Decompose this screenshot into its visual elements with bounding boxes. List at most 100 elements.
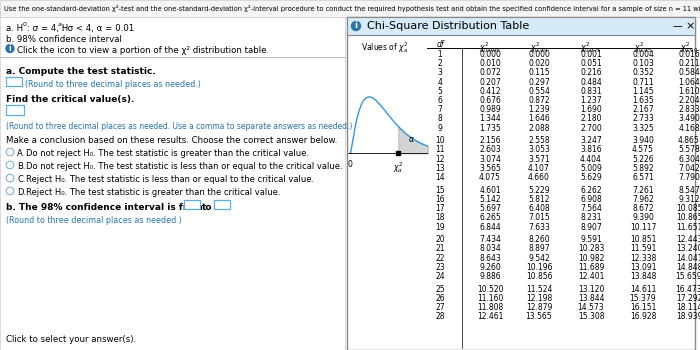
Text: 9.886: 9.886 <box>480 272 500 281</box>
Text: Use the one-standard-deviation χ²-test and the one-standard-deviation χ²-interva: Use the one-standard-deviation χ²-test a… <box>4 5 700 12</box>
Text: 22: 22 <box>435 254 444 263</box>
Text: 0.989: 0.989 <box>479 105 501 114</box>
Text: $\chi^2_\alpha$: $\chi^2_\alpha$ <box>393 160 403 175</box>
Text: 0.831: 0.831 <box>580 87 602 96</box>
Text: Chi-Square Distribution Table: Chi-Square Distribution Table <box>367 21 529 31</box>
Text: $\chi^2_{0.90}$: $\chi^2_{0.90}$ <box>680 40 698 55</box>
Circle shape <box>6 187 14 195</box>
Text: 5.812: 5.812 <box>528 195 550 204</box>
Text: 2.204: 2.204 <box>678 96 700 105</box>
Text: 18.114: 18.114 <box>676 303 700 312</box>
Text: 10.196: 10.196 <box>526 263 552 272</box>
Text: B.: B. <box>17 162 25 171</box>
Text: 9.312: 9.312 <box>678 195 700 204</box>
Text: 16: 16 <box>435 195 444 204</box>
Text: Make a conclusion based on these results. Choose the correct answer below.: Make a conclusion based on these results… <box>6 136 337 145</box>
Text: 3.940: 3.940 <box>632 136 654 145</box>
Text: 0.584: 0.584 <box>678 68 700 77</box>
Text: 8.547: 8.547 <box>678 186 700 195</box>
Text: 1.735: 1.735 <box>479 124 501 133</box>
Text: 10.856: 10.856 <box>526 272 552 281</box>
Text: 14.848: 14.848 <box>676 263 700 272</box>
Text: 9: 9 <box>438 124 442 133</box>
Text: 2.833: 2.833 <box>678 105 700 114</box>
Text: 2.558: 2.558 <box>528 136 550 145</box>
Text: 6.304: 6.304 <box>678 155 700 164</box>
Text: $\chi^2_{0.995}$: $\chi^2_{0.995}$ <box>480 40 500 55</box>
Text: 3.816: 3.816 <box>580 146 602 154</box>
Text: 13.848: 13.848 <box>630 272 656 281</box>
Text: 13.240: 13.240 <box>676 245 700 253</box>
Text: 4.865: 4.865 <box>678 136 700 145</box>
Text: : σ = 4, H: : σ = 4, H <box>27 24 69 33</box>
Text: 0.207: 0.207 <box>479 78 501 86</box>
Text: 7.633: 7.633 <box>528 223 550 232</box>
Text: 10.982: 10.982 <box>578 254 604 263</box>
Text: 9.542: 9.542 <box>528 254 550 263</box>
Bar <box>214 200 230 209</box>
Text: 0.000: 0.000 <box>479 50 501 59</box>
Text: to: to <box>202 203 213 212</box>
Text: 5.142: 5.142 <box>480 195 500 204</box>
Text: Reject H₀. The test statistic is less than or equal to the critical value.: Reject H₀. The test statistic is less th… <box>26 175 314 184</box>
Text: 5: 5 <box>438 87 442 96</box>
Bar <box>347 17 695 350</box>
Text: 0.711: 0.711 <box>632 78 654 86</box>
Text: Values of $\chi^2_a$: Values of $\chi^2_a$ <box>361 40 409 55</box>
Text: 2.167: 2.167 <box>632 105 654 114</box>
Text: 5.229: 5.229 <box>528 186 550 195</box>
Text: i: i <box>354 21 358 30</box>
Text: 2.603: 2.603 <box>479 146 501 154</box>
Text: 8.897: 8.897 <box>528 245 550 253</box>
Text: 6.408: 6.408 <box>528 204 550 213</box>
Text: 15.308: 15.308 <box>578 313 604 321</box>
Text: $\alpha$: $\alpha$ <box>407 135 414 144</box>
Text: 0.211: 0.211 <box>678 59 700 68</box>
Text: 1.239: 1.239 <box>528 105 550 114</box>
Text: 0.115: 0.115 <box>528 68 550 77</box>
Text: 0.072: 0.072 <box>479 68 501 77</box>
Text: 27: 27 <box>435 303 444 312</box>
Text: C.: C. <box>17 175 25 184</box>
Text: 0.000: 0.000 <box>528 50 550 59</box>
Text: 7.790: 7.790 <box>678 173 700 182</box>
Text: 26: 26 <box>435 294 444 303</box>
Text: 2.733: 2.733 <box>632 114 654 124</box>
Circle shape <box>6 174 14 182</box>
Text: 5.629: 5.629 <box>580 173 602 182</box>
Text: 15.659: 15.659 <box>676 272 700 281</box>
Bar <box>6 77 22 86</box>
Text: 20: 20 <box>435 235 444 244</box>
Text: 9.260: 9.260 <box>479 263 501 272</box>
Text: Click to select your answer(s).: Click to select your answer(s). <box>6 335 136 344</box>
Text: 0.020: 0.020 <box>528 59 550 68</box>
Text: 13.565: 13.565 <box>526 313 552 321</box>
Text: 12: 12 <box>435 155 444 164</box>
Text: 7.962: 7.962 <box>632 195 654 204</box>
Text: 11.160: 11.160 <box>477 294 503 303</box>
Text: 1: 1 <box>438 50 442 59</box>
Text: : σ < 4, α = 0.01: : σ < 4, α = 0.01 <box>62 24 134 33</box>
Bar <box>0 17 345 350</box>
Text: 23: 23 <box>435 263 444 272</box>
Text: 0.872: 0.872 <box>528 96 550 105</box>
Text: $\chi^2_{0.99}$: $\chi^2_{0.99}$ <box>530 40 548 55</box>
Text: 3: 3 <box>438 68 442 77</box>
Text: 1.145: 1.145 <box>632 87 654 96</box>
Bar <box>0 0 700 17</box>
Text: a. Compute the test statistic.: a. Compute the test statistic. <box>6 67 155 76</box>
Text: b. 98% confidence interval: b. 98% confidence interval <box>6 35 122 44</box>
Text: 12.443: 12.443 <box>676 235 700 244</box>
Text: 13.120: 13.120 <box>578 285 604 294</box>
Text: 5.226: 5.226 <box>632 155 654 164</box>
Text: 16.928: 16.928 <box>630 313 656 321</box>
Text: 10.520: 10.520 <box>477 285 503 294</box>
Text: 4.075: 4.075 <box>479 173 501 182</box>
Text: D.: D. <box>17 188 26 197</box>
Text: 10.865: 10.865 <box>676 214 700 222</box>
Text: 9.390: 9.390 <box>632 214 654 222</box>
Text: 0.412: 0.412 <box>480 87 500 96</box>
Text: 15: 15 <box>435 186 444 195</box>
Text: 6.908: 6.908 <box>580 195 602 204</box>
Text: 6.262: 6.262 <box>580 186 602 195</box>
